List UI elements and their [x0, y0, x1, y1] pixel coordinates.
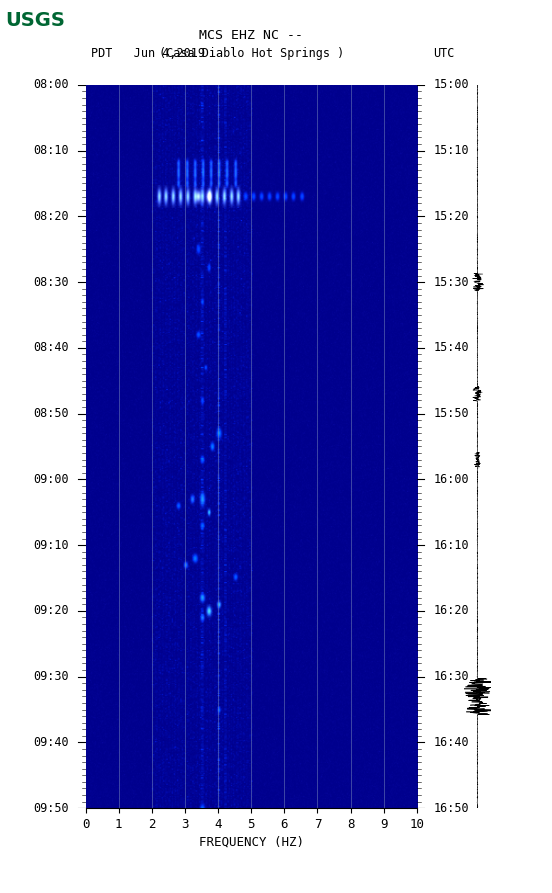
Text: (Casa Diablo Hot Springs ): (Casa Diablo Hot Springs ): [158, 47, 344, 60]
Text: 15:00: 15:00: [433, 79, 469, 91]
Text: MCS EHZ NC --: MCS EHZ NC --: [199, 29, 303, 42]
Text: PDT   Jun 4,2019: PDT Jun 4,2019: [91, 47, 205, 60]
Text: USGS: USGS: [6, 11, 65, 29]
Text: 08:30: 08:30: [33, 276, 69, 288]
Text: 16:40: 16:40: [433, 736, 469, 749]
Text: 08:40: 08:40: [33, 341, 69, 355]
Text: 16:50: 16:50: [433, 802, 469, 814]
X-axis label: FREQUENCY (HZ): FREQUENCY (HZ): [199, 835, 304, 848]
Text: 16:30: 16:30: [433, 670, 469, 683]
Text: 16:00: 16:00: [433, 473, 469, 486]
Text: 09:20: 09:20: [33, 605, 69, 617]
Text: 09:30: 09:30: [33, 670, 69, 683]
Text: 08:10: 08:10: [33, 144, 69, 157]
Text: 08:20: 08:20: [33, 210, 69, 223]
Text: 09:00: 09:00: [33, 473, 69, 486]
Text: 09:40: 09:40: [33, 736, 69, 749]
Text: 16:10: 16:10: [433, 538, 469, 552]
Text: 16:20: 16:20: [433, 605, 469, 617]
Text: 15:20: 15:20: [433, 210, 469, 223]
Text: 08:50: 08:50: [33, 407, 69, 420]
Text: 15:10: 15:10: [433, 144, 469, 157]
Text: 08:00: 08:00: [33, 79, 69, 91]
Text: 15:30: 15:30: [433, 276, 469, 288]
Text: 15:50: 15:50: [433, 407, 469, 420]
Text: 15:40: 15:40: [433, 341, 469, 355]
Text: 09:50: 09:50: [33, 802, 69, 814]
Text: UTC: UTC: [433, 47, 455, 60]
Text: 09:10: 09:10: [33, 538, 69, 552]
